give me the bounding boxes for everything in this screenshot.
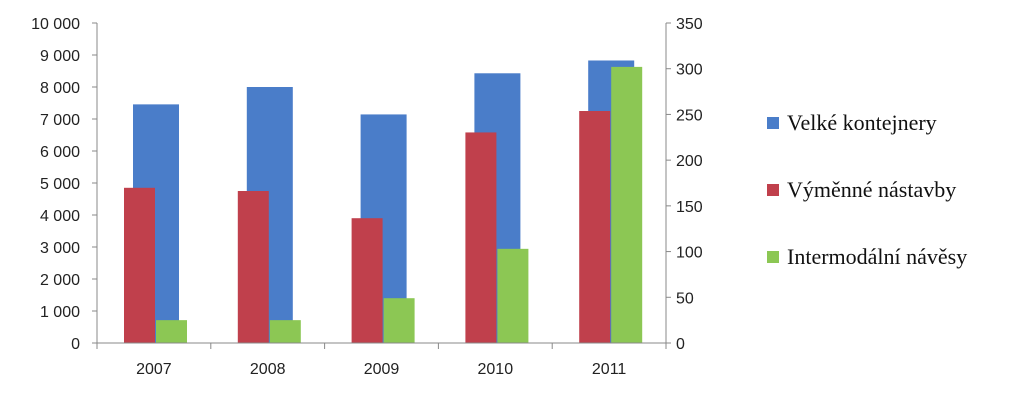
legend-swatch — [767, 117, 779, 129]
legend-label: Výměnné nástavby — [787, 177, 956, 202]
bar-vymenne-nastavby — [124, 187, 155, 343]
right-tick-label: 350 — [676, 16, 703, 33]
left-tick-label: 4 000 — [40, 208, 80, 225]
right-tick-label: 300 — [676, 62, 703, 79]
right-tick-label: 100 — [676, 245, 703, 262]
left-tick-label: 1 000 — [40, 304, 80, 321]
left-tick-label: 9 000 — [40, 48, 80, 65]
left-tick-label: 8 000 — [40, 80, 80, 97]
bars-layer — [124, 60, 643, 344]
bar-vymenne-nastavby — [579, 111, 611, 343]
left-tick-label: 2 000 — [40, 272, 80, 289]
legend-swatch — [767, 251, 779, 263]
x-tick-label: 2008 — [250, 361, 286, 378]
right-tick-label: 150 — [676, 199, 703, 216]
bar-intermodalni-navesy — [269, 320, 301, 343]
legend-label: Intermodální návěsy — [787, 244, 967, 269]
left-tick-label: 7 000 — [40, 112, 80, 129]
x-tick-label: 2010 — [478, 361, 514, 378]
legend-swatch — [767, 184, 779, 196]
left-tick-label: 5 000 — [40, 176, 80, 193]
left-tick-label: 3 000 — [40, 240, 80, 257]
x-tick-label: 2009 — [364, 361, 400, 378]
bar-intermodalni-navesy — [383, 298, 415, 343]
legend-label: Velké kontejnery — [787, 110, 937, 135]
axes-layer: 0 1 000 2 000 3 000 4 000 5 000 6 000 7 000 8 00… — [31, 16, 703, 378]
left-tick-label: 0 — [71, 336, 80, 353]
bar-intermodalni-navesy — [156, 320, 187, 343]
bar-vymenne-nastavby — [351, 218, 383, 343]
legend: Velké kontejnery Výměnné nástavby Intermod… — [767, 110, 967, 269]
bar-vymenne-nastavby — [237, 191, 269, 343]
right-tick-label: 200 — [676, 153, 703, 170]
right-tick-label: 250 — [676, 107, 703, 124]
right-tick-label: 50 — [676, 290, 694, 307]
bar-intermodalni-navesy — [611, 66, 643, 343]
right-tick-label: 0 — [676, 336, 685, 353]
x-tick-label: 2007 — [136, 361, 172, 378]
bar-vymenne-nastavby — [465, 132, 497, 343]
left-tick-label: 6 000 — [40, 144, 80, 161]
x-tick-label: 2011 — [592, 361, 627, 378]
left-tick-label: 10 000 — [31, 16, 80, 33]
bar-intermodalni-navesy — [497, 248, 529, 343]
